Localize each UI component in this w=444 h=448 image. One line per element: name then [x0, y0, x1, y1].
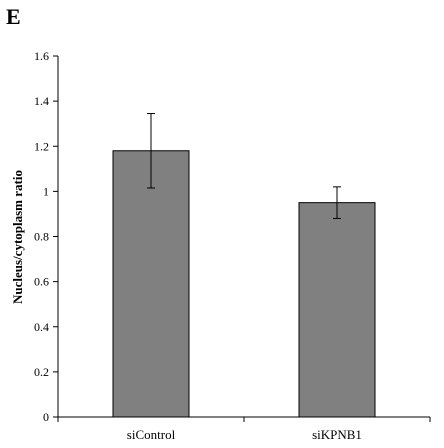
y-tick-label: 0 — [43, 410, 49, 424]
y-tick-label: 1.6 — [34, 49, 49, 63]
y-tick-label: 0.2 — [34, 365, 49, 379]
y-tick-label: 1.2 — [34, 139, 49, 153]
y-tick-label: 0.4 — [34, 320, 49, 334]
bar — [112, 150, 190, 418]
bar — [298, 202, 376, 418]
x-tick-label: siKPNB1 — [312, 427, 362, 442]
y-tick-label: 0.6 — [34, 275, 49, 289]
y-axis-title: Nucleus/cytoplasm ratio — [10, 170, 25, 304]
y-tick-label: 1 — [43, 184, 49, 198]
y-tick-label: 1.4 — [34, 94, 49, 108]
x-tick-label: siControl — [127, 427, 176, 442]
y-tick-label: 0.8 — [34, 230, 49, 244]
panel-letter: E — [6, 4, 21, 29]
plot-area: 0 0.2 0.4 0.6 0.8 1 1.2 1.4 1.6 siControl siKPNB1 — [34, 49, 431, 442]
